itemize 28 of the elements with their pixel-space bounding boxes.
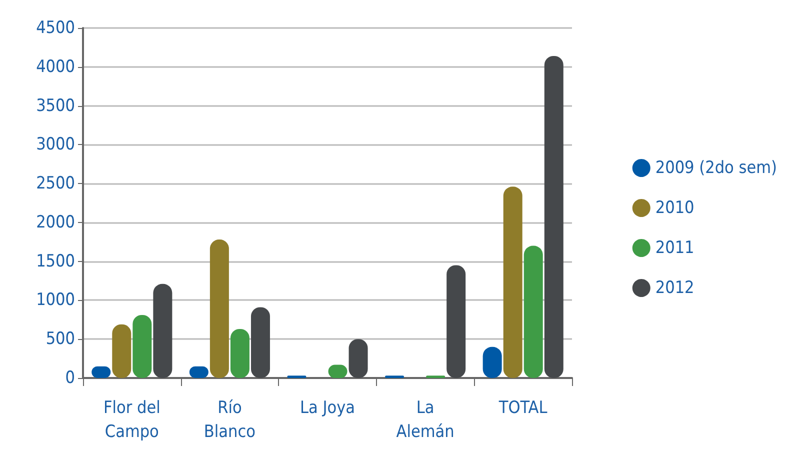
x-tick-label: Río Blanco	[204, 398, 256, 442]
bar	[112, 324, 132, 378]
y-tick-label: 0	[65, 368, 75, 388]
legend-label: 2012	[655, 278, 694, 298]
legend-label: 2011	[655, 238, 694, 258]
y-tick-label: 1000	[36, 290, 75, 310]
bar	[132, 315, 152, 378]
bar	[210, 240, 229, 378]
bar	[524, 246, 543, 378]
x-tick-label: Flor del Campo	[103, 398, 160, 442]
y-tick-label: 3000	[36, 134, 75, 155]
y-tick-label: 2500	[36, 174, 75, 194]
x-tick-label: La Alemán	[396, 398, 454, 442]
bar	[446, 265, 466, 378]
y-tick-label: 3500	[36, 96, 75, 116]
bar	[544, 56, 564, 378]
legend-label: 2010	[655, 198, 694, 218]
x-tick-label: TOTAL	[498, 398, 548, 418]
y-tick-label: 500	[46, 329, 75, 350]
bar	[153, 284, 172, 378]
y-tick-label: 4500	[36, 18, 75, 38]
y-tick-label: 1500	[36, 251, 75, 272]
y-tick-label: 4000	[36, 56, 75, 77]
x-tick-label: La Joya	[300, 398, 356, 418]
bar	[250, 307, 270, 378]
y-tick-label: 2000	[36, 212, 75, 232]
legend-label: 2009 (2do sem)	[655, 158, 777, 178]
bar	[503, 186, 522, 378]
